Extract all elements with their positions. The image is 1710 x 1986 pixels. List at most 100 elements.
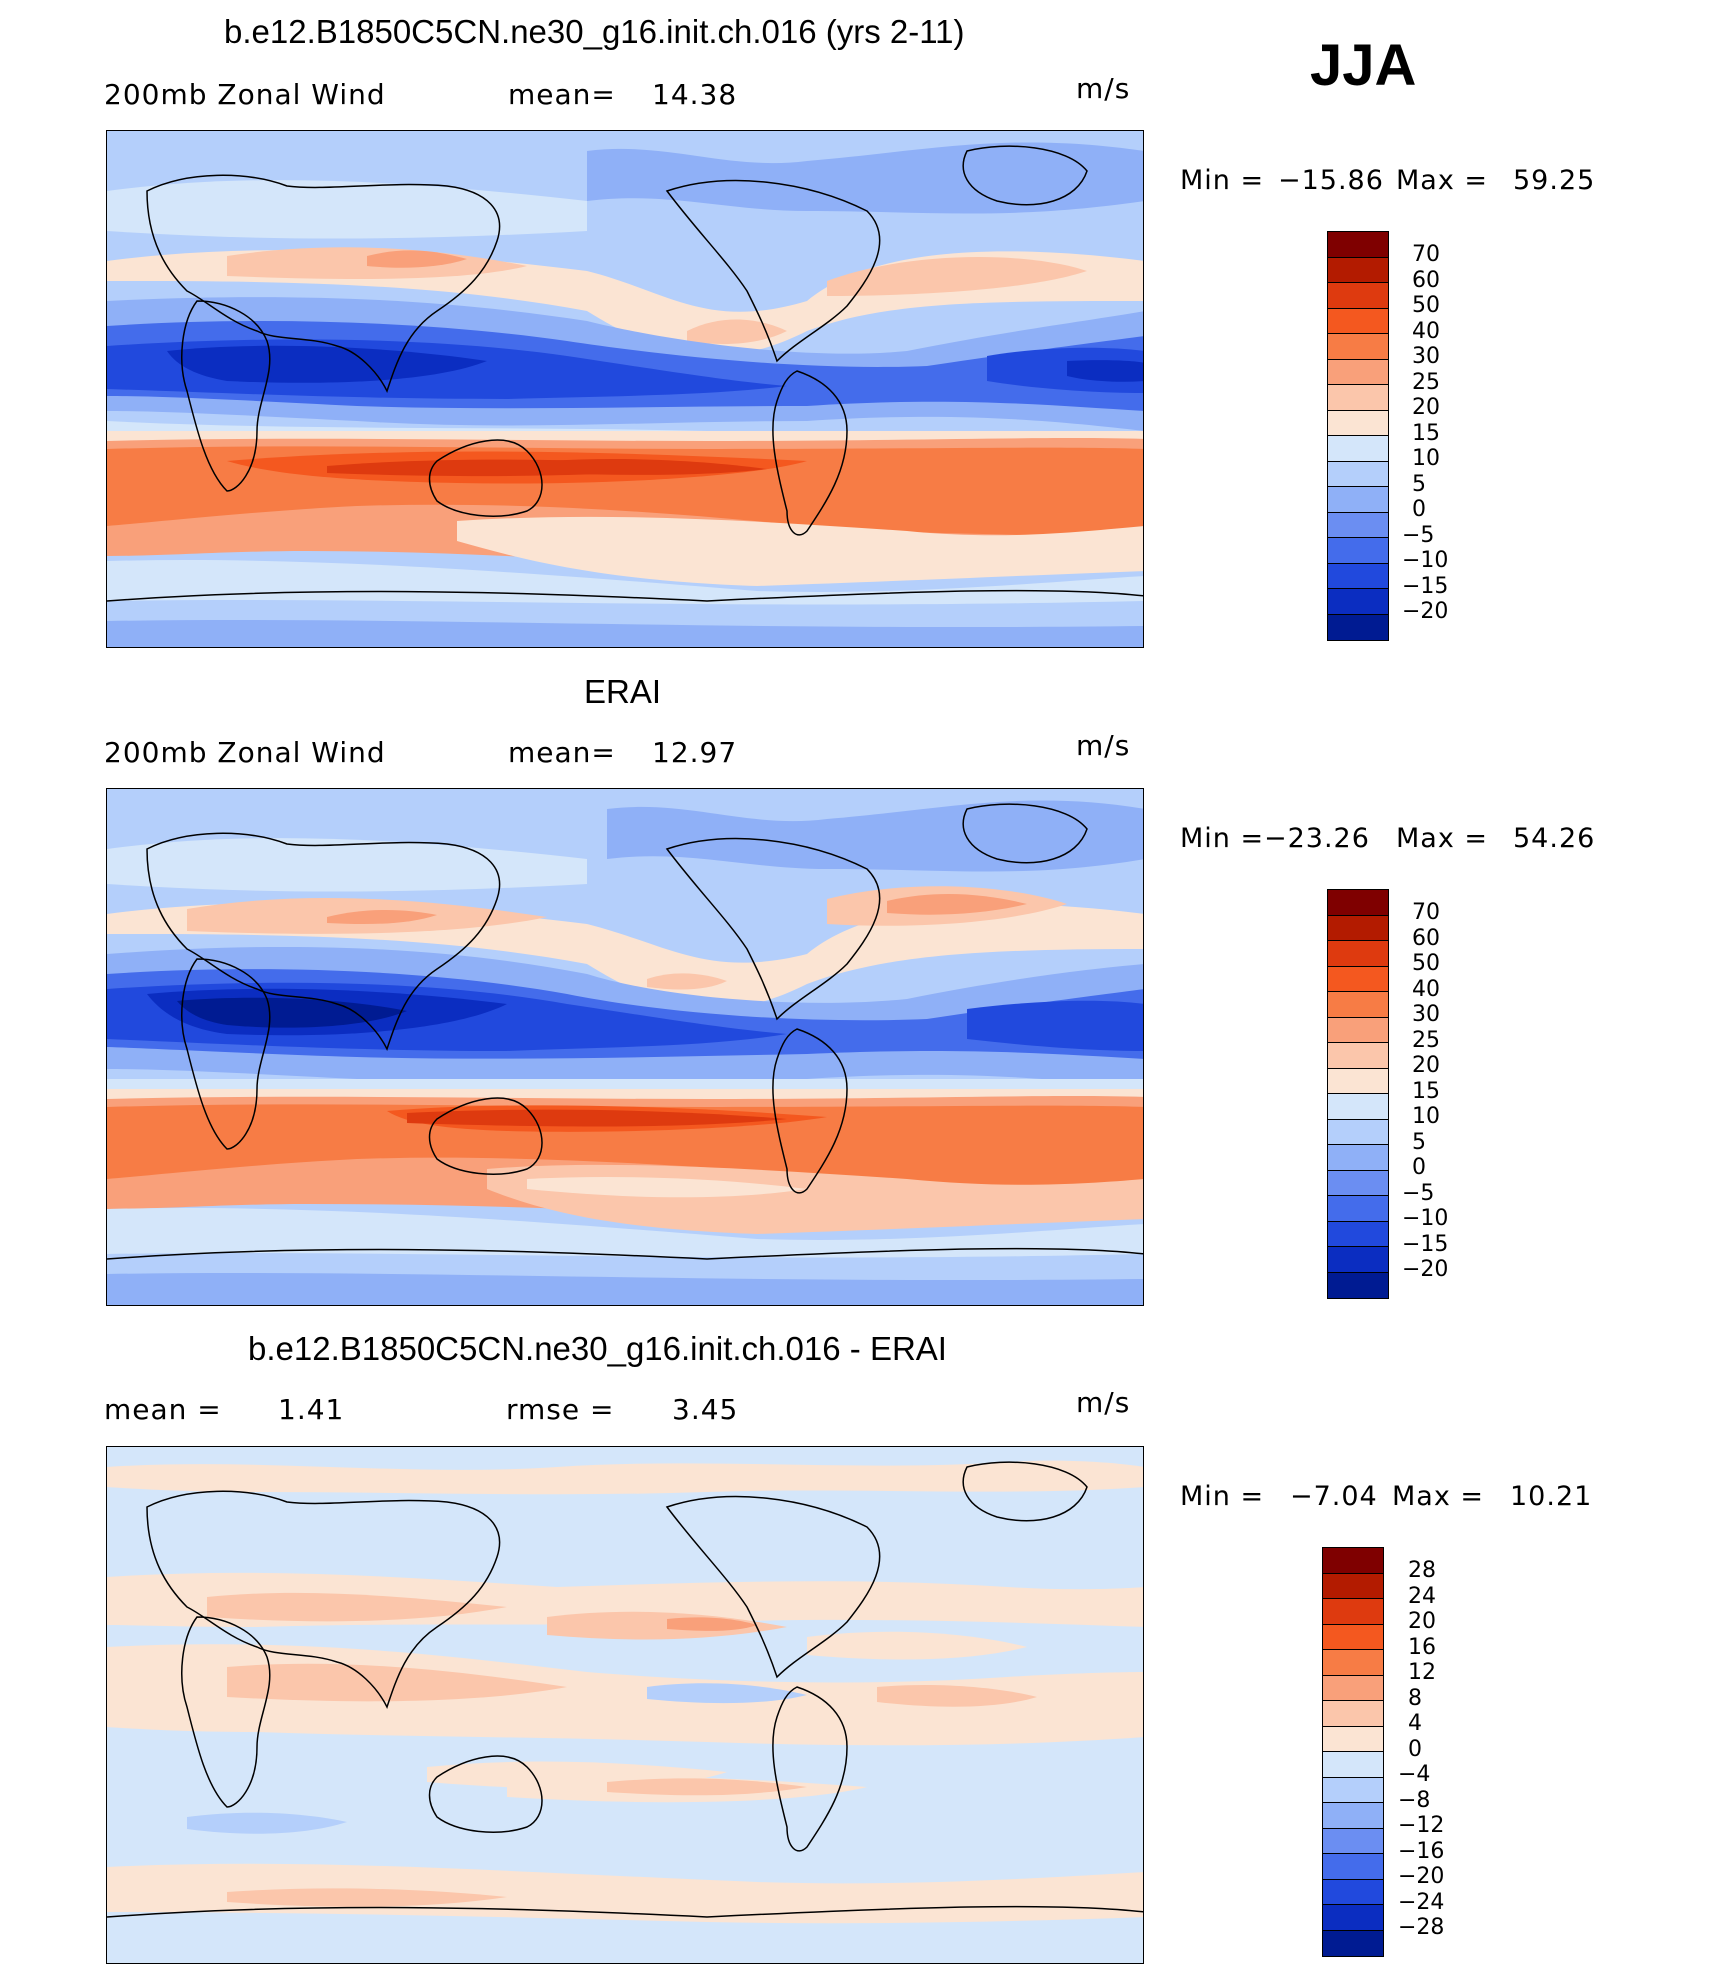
colorbar-segment — [1323, 1777, 1383, 1803]
max-label: Max = — [1396, 823, 1489, 854]
colorbar-segment — [1323, 1701, 1383, 1727]
colorbar-tick-label: −15 — [1402, 1231, 1449, 1257]
colorbar-segment — [1323, 1879, 1383, 1905]
colorbar-tick-label: 16 — [1408, 1634, 1436, 1660]
colorbar-segment — [1328, 487, 1388, 513]
min-label: Min = — [1180, 1481, 1265, 1512]
colorbar-tick-label: 40 — [1412, 976, 1440, 1002]
colorbar-tick-label: −8 — [1398, 1787, 1431, 1813]
colorbar-tick-label: 10 — [1412, 446, 1440, 471]
panel-stat-value: 12.97 — [652, 736, 738, 769]
colorbar-segment — [1328, 563, 1388, 589]
colorbar-segment — [1323, 1675, 1383, 1701]
colorbar-segment — [1328, 283, 1388, 309]
colorbar-tick-label: 8 — [1408, 1685, 1422, 1711]
map-diff-field — [107, 1447, 1143, 1963]
max-label: Max = — [1396, 165, 1489, 196]
colorbar-segment — [1323, 1828, 1383, 1854]
max-value: 54.26 — [1513, 823, 1596, 854]
map-panel-model — [106, 130, 1144, 648]
min-label: Min = — [1180, 165, 1265, 196]
panel-units: m/s — [1076, 1386, 1131, 1419]
colorbar-tick-label: 20 — [1408, 1609, 1436, 1634]
colorbar-diff — [1322, 1547, 1384, 1957]
map-panel-obs — [106, 788, 1144, 1306]
colorbar-segment — [1323, 1854, 1383, 1880]
colorbar-tick-label: −24 — [1398, 1889, 1445, 1915]
colorbar-tick-label: −10 — [1402, 1206, 1449, 1231]
colorbar-tick-label: −16 — [1398, 1838, 1445, 1864]
colorbar-segment — [1328, 1221, 1388, 1247]
colorbar-segment — [1328, 1145, 1388, 1171]
colorbar-tick-label: 25 — [1412, 1027, 1440, 1053]
panel-rmse-value: 3.45 — [672, 1393, 739, 1426]
colorbar-tick-label: 40 — [1412, 318, 1440, 344]
colorbar-tick-label: −12 — [1398, 1813, 1445, 1838]
colorbar-segment — [1323, 1650, 1383, 1676]
panel-mean-value: 1.41 — [278, 1393, 345, 1426]
colorbar-segment — [1323, 1573, 1383, 1599]
colorbar-tick-label: 30 — [1412, 1002, 1440, 1027]
colorbar-obs — [1327, 889, 1389, 1299]
colorbar-segment — [1323, 1624, 1383, 1650]
colorbar-segment — [1328, 1043, 1388, 1069]
colorbar-tick-label: 4 — [1408, 1711, 1422, 1736]
colorbar-segment — [1328, 1017, 1388, 1043]
colorbar-tick-label: 28 — [1408, 1558, 1436, 1583]
colorbar-tick-label: −28 — [1398, 1915, 1445, 1940]
colorbar-tick-label: −20 — [1402, 1257, 1449, 1282]
panel-units: m/s — [1076, 72, 1131, 105]
colorbar-segment — [1328, 589, 1388, 615]
colorbar-segment — [1323, 1803, 1383, 1829]
colorbar-tick-label: 25 — [1412, 369, 1440, 395]
min-label: Min = — [1180, 823, 1265, 854]
colorbar-segment — [1328, 461, 1388, 487]
colorbar-tick-label: 0 — [1412, 497, 1426, 522]
panel-title-diff: b.e12.B1850C5CN.ne30_g16.init.ch.016 - E… — [248, 1330, 947, 1367]
colorbar-segment — [1328, 1272, 1388, 1298]
colorbar-tick-label: −4 — [1398, 1762, 1431, 1787]
min-value: −23.26 — [1264, 823, 1370, 854]
colorbar-segment — [1328, 385, 1388, 411]
colorbar-tick-label: −20 — [1402, 599, 1449, 624]
season-label: JJA — [1310, 33, 1417, 98]
colorbar-tick-label: −5 — [1402, 522, 1435, 548]
colorbar-segment — [1323, 1726, 1383, 1752]
colorbar-segment — [1328, 359, 1388, 385]
colorbar-tick-label: 50 — [1412, 293, 1440, 318]
colorbar-tick-label: −10 — [1402, 548, 1449, 573]
panel-title-obs: ERAI — [584, 673, 662, 710]
colorbar-segment — [1328, 614, 1388, 640]
colorbar-segment — [1323, 1930, 1383, 1956]
panel-variable-label: 200mb Zonal Wind — [104, 78, 386, 111]
colorbar-tick-label: 30 — [1412, 344, 1440, 369]
panel-stat-value: 14.38 — [652, 78, 738, 111]
colorbar-segment — [1328, 1247, 1388, 1273]
colorbar-tick-label: 50 — [1412, 951, 1440, 976]
panel-title-model: b.e12.B1850C5CN.ne30_g16.init.ch.016 (yr… — [224, 13, 965, 50]
panel-stat-label: mean= — [508, 736, 616, 769]
panel-units: m/s — [1076, 729, 1131, 762]
panel-rmse-label: rmse = — [506, 1393, 615, 1426]
colorbar-segment — [1328, 410, 1388, 436]
colorbar-tick-label: 70 — [1412, 900, 1440, 925]
min-value: −7.04 — [1290, 1481, 1378, 1512]
colorbar-tick-label: 20 — [1412, 1053, 1440, 1078]
colorbar-tick-label: 0 — [1408, 1736, 1422, 1762]
colorbar-segment — [1328, 308, 1388, 334]
colorbar-tick-label: −15 — [1402, 573, 1449, 599]
min-value: −15.86 — [1278, 165, 1384, 196]
panel-mean-label: mean = — [104, 1393, 222, 1426]
colorbar-tick-label: 12 — [1408, 1660, 1436, 1685]
colorbar-segment — [1328, 334, 1388, 360]
colorbar-tick-label: 15 — [1412, 420, 1440, 446]
colorbar-segment — [1328, 966, 1388, 992]
colorbar-tick-label: 20 — [1412, 395, 1440, 420]
colorbar-tick-label: 24 — [1408, 1583, 1436, 1609]
max-label: Max = — [1392, 1481, 1485, 1512]
colorbar-tick-label: −5 — [1402, 1180, 1435, 1206]
colorbar-segment — [1328, 1068, 1388, 1094]
colorbar-segment — [1323, 1905, 1383, 1931]
colorbar-segment — [1328, 941, 1388, 967]
colorbar-segment — [1328, 890, 1388, 916]
